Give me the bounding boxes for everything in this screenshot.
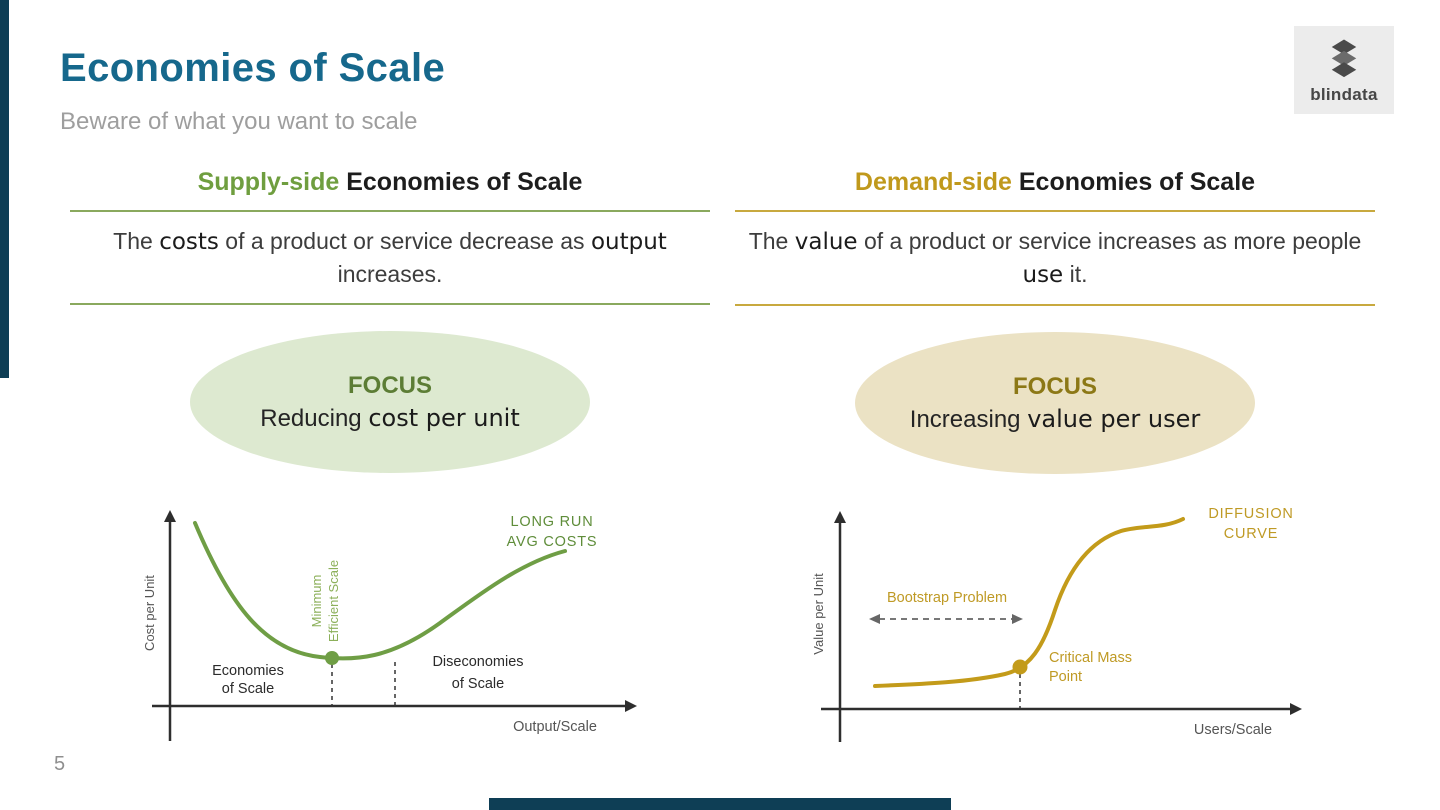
supply-heading-accent: Supply-side: [197, 168, 340, 196]
demand-desc-part: it.: [1063, 260, 1088, 287]
blindata-logo-text: blindata: [1310, 84, 1378, 104]
supply-heading: Supply-side Economies of Scale: [70, 168, 710, 197]
curve-label-1: DIFFUSION: [1208, 506, 1293, 522]
supply-cost-chart: Cost per Unit Output/Scale Minimum Effic…: [142, 510, 637, 742]
y-axis-label: Cost per Unit: [142, 575, 157, 651]
min-efficient-scale-label-1: Minimum: [309, 575, 324, 628]
curve-label-2: AVG COSTS: [507, 534, 598, 550]
supply-desc-part: increases.: [337, 260, 443, 287]
demand-desc-part: The: [748, 228, 795, 254]
x-axis-label: Users/Scale: [1194, 722, 1272, 738]
supply-divider-top: [70, 210, 710, 212]
demand-desc-em: value: [794, 229, 858, 255]
supply-desc-em: output: [590, 229, 667, 255]
diseconomies-label-1: Diseconomies: [432, 654, 523, 670]
curve-label-1: LONG RUN: [511, 514, 594, 530]
bootstrap-arrow-left: [869, 614, 880, 625]
curve-label-2: CURVE: [1224, 526, 1279, 542]
x-axis-label: Output/Scale: [513, 719, 597, 735]
supply-focus-label: FOCUS: [348, 371, 432, 399]
long-run-avg-cost-curve: [193, 521, 567, 661]
page-number: 5: [54, 753, 66, 775]
economies-label-1: Economies: [212, 663, 284, 679]
blindata-logo-icon: [1323, 36, 1365, 83]
demand-description: The value of a product or service increa…: [735, 226, 1375, 291]
supply-divider-bottom: [70, 303, 710, 306]
supply-focus-bubble: FOCUS Reducing cost per unit: [190, 331, 590, 474]
demand-side-column: Demand-side Economies of Scale The value…: [735, 168, 1375, 752]
supply-focus-text: Reducing cost per unit: [260, 403, 520, 432]
slide-bottom-accent-bar: [489, 798, 951, 810]
demand-heading-accent: Demand-side: [854, 168, 1012, 196]
supply-side-column: Supply-side Economies of Scale The costs…: [70, 168, 710, 751]
x-axis-arrow: [625, 700, 637, 713]
critical-mass-dot: [1012, 659, 1028, 675]
y-axis-label: Value per Unit: [811, 573, 826, 655]
supply-desc-part: The: [113, 228, 160, 254]
supply-desc-em: costs: [159, 229, 219, 255]
page-subtitle: Beware of what you want to scale: [60, 108, 418, 135]
demand-heading-rest: Economies of Scale: [1018, 168, 1256, 196]
demand-focus-text: Increasing value per user: [909, 404, 1201, 433]
demand-heading: Demand-side Economies of Scale: [735, 168, 1375, 197]
demand-desc-em: use: [1022, 261, 1064, 288]
bootstrap-problem-label: Bootstrap Problem: [887, 590, 1007, 606]
diseconomies-label-2: of Scale: [452, 676, 504, 692]
demand-diffusion-chart: Value per Unit Users/Scale Bootstrap Pro…: [811, 506, 1302, 743]
demand-focus-bubble: FOCUS Increasing value per user: [855, 332, 1255, 475]
slide-left-accent-bar: [0, 0, 9, 378]
y-axis-arrow: [164, 510, 176, 523]
supply-description: The costs of a product or service decrea…: [70, 226, 710, 290]
demand-divider-bottom: [735, 304, 1375, 307]
critical-mass-label-2: Point: [1049, 669, 1082, 685]
x-axis-arrow: [1290, 703, 1302, 716]
demand-divider-top: [735, 210, 1375, 212]
page-title: Economies of Scale: [60, 46, 446, 90]
bootstrap-arrow-right: [1012, 614, 1023, 625]
minimum-point-dot: [325, 651, 339, 666]
blindata-logo: blindata: [1294, 26, 1394, 114]
demand-desc-part: of a product or service increases as mor…: [857, 228, 1362, 254]
critical-mass-label-1: Critical Mass: [1049, 650, 1132, 666]
supply-heading-rest: Economies of Scale: [346, 168, 583, 196]
demand-focus-label: FOCUS: [1013, 372, 1097, 400]
y-axis-arrow: [834, 511, 846, 524]
min-efficient-scale-label-2: Efficient Scale: [326, 560, 341, 642]
supply-desc-part: of a product or service decrease as: [218, 228, 591, 254]
economies-label-2: of Scale: [222, 681, 274, 697]
diffusion-curve: [873, 517, 1185, 689]
